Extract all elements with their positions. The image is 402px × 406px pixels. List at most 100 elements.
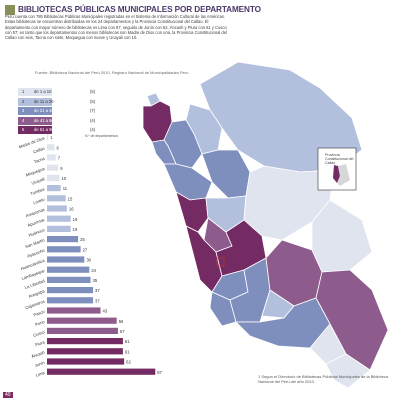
bar-4 bbox=[47, 174, 60, 181]
legend-count: (4) bbox=[90, 117, 96, 123]
bar-category-label: Arequipa bbox=[28, 288, 46, 299]
legend-swatch bbox=[18, 107, 52, 115]
source-note: Fuente: Biblioteca Nacional del Perú 201… bbox=[35, 70, 189, 75]
bar-8 bbox=[47, 215, 71, 222]
legend-row: 1 de 1 a 10 (5) bbox=[18, 88, 118, 97]
bar-value-label: 25 bbox=[80, 237, 85, 242]
bar-value-label: 57 bbox=[120, 329, 125, 334]
bar-value-label: 37 bbox=[95, 298, 100, 303]
callao-marker bbox=[216, 257, 225, 267]
legend-row: 4 de 41 a 60 (4) bbox=[18, 116, 118, 126]
bar-value-label: 1 bbox=[50, 135, 53, 140]
bar-value-label: 16 bbox=[69, 207, 74, 212]
bar-category-label: Pasco bbox=[33, 309, 46, 318]
inset-lima-shape bbox=[337, 164, 350, 186]
bar-19 bbox=[47, 327, 118, 334]
bar-value-label: 6 bbox=[56, 145, 59, 150]
title-square-icon bbox=[5, 5, 15, 15]
bar-value-label: 15 bbox=[68, 196, 73, 201]
legend-swatch bbox=[18, 116, 52, 125]
legend-total-label: N.º de departamentos bbox=[85, 134, 118, 138]
legend-range: de 61 a 90 bbox=[34, 127, 54, 132]
region-ica bbox=[209, 291, 237, 327]
bar-value-label: 7 bbox=[58, 156, 61, 161]
bar-value-label: 11 bbox=[63, 186, 68, 191]
bar-value-label: 61 bbox=[125, 349, 130, 354]
legend-range: de 11 a 20 bbox=[34, 98, 54, 104]
bar-value-label: 19 bbox=[73, 217, 78, 222]
bar-category-label: Piura bbox=[34, 339, 46, 347]
legend-class-number: 1 bbox=[22, 89, 25, 94]
region-tacna bbox=[325, 353, 371, 389]
inset-callao-shape bbox=[333, 165, 340, 183]
bar-value-label: 35 bbox=[93, 278, 98, 283]
intro-text: Perú cuenta con 785 Bibliotecas Públicas… bbox=[5, 14, 227, 41]
bar-value-label: 56 bbox=[119, 319, 124, 324]
bar-category-label: Tacna bbox=[33, 156, 46, 165]
bar-category-label: Puno bbox=[34, 319, 46, 327]
bar-value-label: 19 bbox=[73, 227, 78, 232]
bar-9 bbox=[47, 225, 71, 232]
legend-class-number: 3 bbox=[22, 108, 25, 113]
bar-15 bbox=[47, 287, 94, 294]
bar-7 bbox=[47, 205, 67, 212]
bar-category-label: Cusco bbox=[32, 329, 45, 338]
legend-range: de 41 a 60 bbox=[34, 117, 54, 123]
page-number: 40 bbox=[3, 392, 13, 398]
bar-category-label: Ayacucho bbox=[26, 247, 46, 258]
page-title: BIBLIOTECAS PÚBLICAS MUNICIPALES POR DEP… bbox=[18, 5, 261, 14]
legend-range: de 1 a 10 bbox=[34, 89, 52, 94]
bar-17 bbox=[47, 307, 101, 314]
bar-category-label: Cajamarca bbox=[25, 298, 46, 310]
region-san-martin bbox=[201, 149, 251, 199]
legend-count: (5) bbox=[90, 89, 96, 94]
bar-1 bbox=[47, 144, 55, 151]
bar-category-label: Áncash bbox=[31, 349, 46, 359]
bar-category-label: San Martín bbox=[24, 237, 46, 249]
legend-swatch bbox=[18, 126, 52, 134]
legend-swatch bbox=[18, 88, 52, 96]
bar-category-label: Amazonas bbox=[25, 207, 45, 218]
region-la-libertad bbox=[163, 163, 213, 201]
bar-category-label: Moquegua bbox=[25, 166, 46, 178]
bar-value-label: 62 bbox=[126, 360, 131, 365]
bar-value-label: 37 bbox=[95, 288, 100, 293]
legend-row: 2 de 11 a 20 (5) bbox=[18, 97, 118, 107]
bar-value-label: 30 bbox=[86, 258, 91, 263]
bar-value-label: 10 bbox=[61, 176, 66, 181]
inset-label: Provincia Constitucional del Callao bbox=[325, 153, 354, 166]
region-madre-de-dios bbox=[311, 199, 373, 273]
legend: 1 de 1 a 10 (5) 2 de 11 a 20 (5) 3 de 21… bbox=[18, 88, 118, 138]
bar-16 bbox=[47, 297, 94, 304]
legend-count: (4) bbox=[90, 127, 96, 132]
legend-range: de 21 a 40 bbox=[34, 108, 54, 113]
bar-category-label: Huánuco bbox=[28, 227, 46, 238]
bar-5 bbox=[47, 185, 61, 192]
legend-count: (7) bbox=[90, 108, 96, 113]
region-arequipa bbox=[235, 297, 331, 349]
legend-class-number: 5 bbox=[22, 127, 25, 132]
bar-category-label: Apurímac bbox=[27, 217, 46, 228]
bar-value-label: 87 bbox=[157, 370, 162, 375]
bar-6 bbox=[47, 195, 66, 202]
bar-13 bbox=[47, 266, 90, 273]
bar-11 bbox=[47, 246, 81, 253]
bar-value-label: 43 bbox=[103, 309, 108, 314]
legend-count: (5) bbox=[90, 98, 96, 104]
bar-10 bbox=[47, 236, 79, 243]
bar-20 bbox=[47, 338, 123, 345]
legend-swatch bbox=[18, 97, 52, 106]
bar-category-label: Tumbes bbox=[30, 186, 46, 196]
bar-category-label: Callao bbox=[32, 145, 45, 154]
bar-18 bbox=[47, 317, 117, 324]
bar-22 bbox=[47, 358, 125, 365]
footnote: 1 Según el Directorio de Bibliotecas Púb… bbox=[258, 374, 389, 384]
bar-23 bbox=[47, 368, 156, 375]
bar-value-label: 27 bbox=[83, 247, 88, 252]
bar-category-label: Ucayali bbox=[31, 176, 46, 185]
bar-3 bbox=[47, 164, 59, 171]
bar-value-label: 61 bbox=[125, 339, 130, 344]
legend-class-number: 4 bbox=[22, 117, 25, 123]
